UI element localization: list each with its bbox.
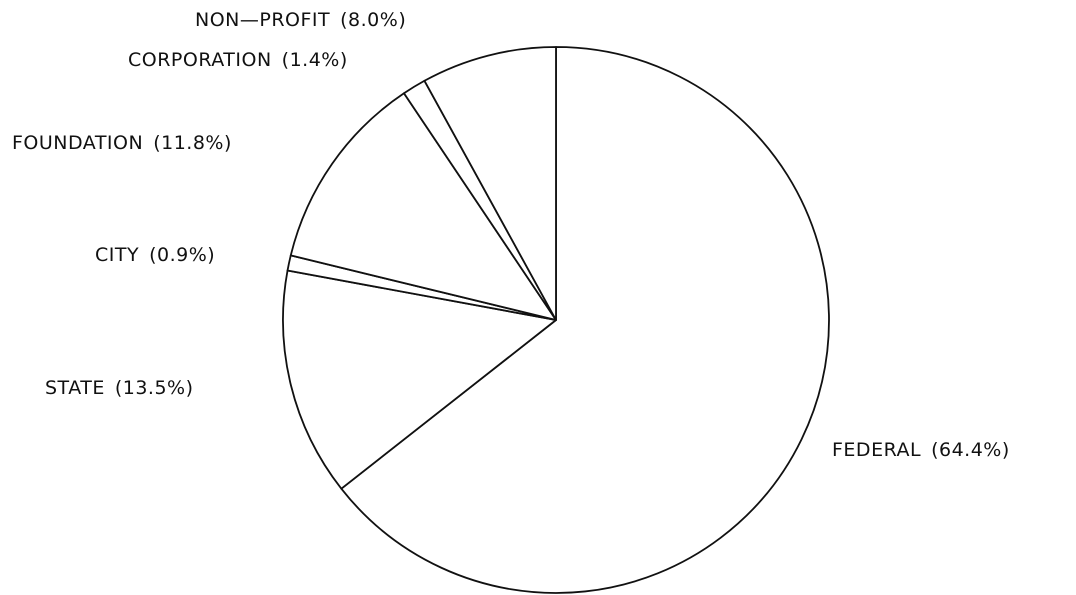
slice-label: STATE (13.5%) xyxy=(45,377,194,399)
value-label: (64.4%) xyxy=(931,439,1010,461)
slice-label: FOUNDATION (11.8%) xyxy=(12,132,232,154)
slice-label: CITY (0.9%) xyxy=(95,244,215,266)
slice xyxy=(282,269,557,490)
slice-label: NON—PROFIT (8.0%) xyxy=(195,9,406,31)
slice xyxy=(289,92,557,321)
value-label: (0.9%) xyxy=(149,244,215,266)
value-label: (1.4%) xyxy=(282,49,348,71)
category-label: FOUNDATION xyxy=(12,132,143,154)
category-label: FEDERAL xyxy=(832,439,921,461)
value-label: (11.8%) xyxy=(153,132,232,154)
slice-label: FEDERAL (64.4%) xyxy=(832,439,1010,461)
category-label: CORPORATION xyxy=(128,49,272,71)
category-label: CITY xyxy=(95,244,139,266)
value-label: (13.5%) xyxy=(115,377,194,399)
category-label: NON—PROFIT xyxy=(195,9,330,31)
slice-label: CORPORATION (1.4%) xyxy=(128,49,348,71)
slice xyxy=(340,46,830,594)
category-label: STATE xyxy=(45,377,105,399)
slice xyxy=(423,46,557,321)
value-label: (8.0%) xyxy=(340,9,406,31)
